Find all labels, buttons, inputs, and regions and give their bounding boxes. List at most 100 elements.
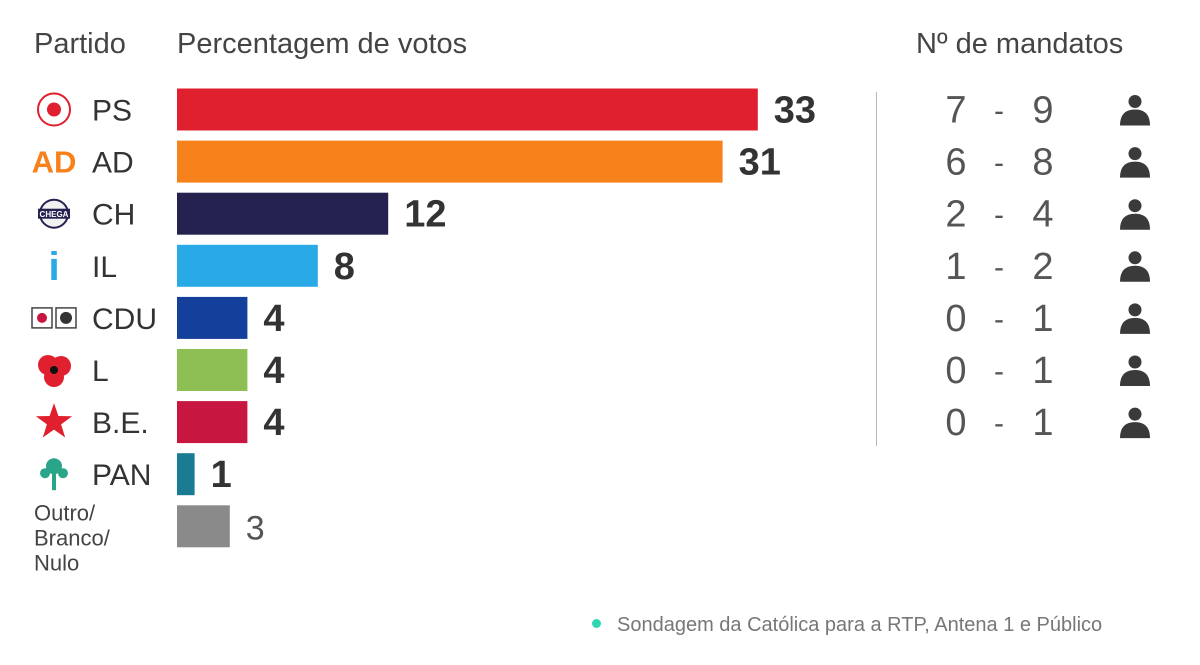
ps-logo (37, 92, 71, 127)
person-icon (1120, 147, 1150, 178)
seats-max-l: 1 (1032, 350, 1053, 392)
seats-dash: - (994, 147, 1004, 180)
cdu-logo-hammer-sickle (37, 312, 47, 323)
cdu-logo (31, 307, 77, 329)
person-icon (1120, 251, 1150, 282)
pan-tree-leaf (40, 468, 50, 479)
party-label-b-e: B.E. (92, 407, 149, 440)
person-icon-body (1120, 317, 1150, 334)
bar-b-e (177, 401, 248, 444)
seats-max-ad: 8 (1032, 142, 1053, 184)
person-icon-body (1120, 213, 1150, 230)
person-icon-head (1128, 199, 1142, 213)
seats-dash: - (994, 355, 1004, 388)
party-label-line: Outro/ (34, 500, 96, 525)
seats-dash: - (994, 251, 1004, 284)
party-label-il: IL (92, 251, 117, 284)
party-label-line: Nulo (34, 550, 79, 575)
person-icon (1120, 407, 1150, 439)
person-icon-head (1128, 355, 1142, 369)
seats-dash: - (994, 95, 1004, 128)
person-icon (1120, 355, 1150, 386)
pan-tree-logo (40, 458, 68, 491)
seats-max-ps: 9 (1032, 90, 1053, 132)
party-label-other: Outro/Branco/Nulo (34, 500, 111, 575)
cdu-logo-sunflower (60, 311, 72, 324)
bar-il (177, 244, 318, 287)
seats-dash: - (994, 199, 1004, 232)
seats-dash: - (994, 407, 1004, 440)
seats-min-cdu: 0 (945, 298, 966, 340)
value-label-ps: 33 (774, 90, 816, 132)
chega-logo: CHEGA (38, 198, 70, 229)
column-divider (876, 92, 877, 446)
pan-tree-crown (46, 458, 62, 475)
value-label-l: 4 (263, 350, 284, 392)
seats-min-l: 0 (945, 350, 966, 392)
seats-max-il: 2 (1032, 246, 1053, 288)
bar-outro-branco-nulo (177, 505, 230, 548)
chega-logo-banner (38, 208, 70, 219)
seats-min-b-e: 0 (945, 402, 966, 444)
ad-logo-text: AD (32, 145, 77, 180)
votes-column-header: Percentagem de votos (177, 28, 468, 60)
person-icon-body (1120, 161, 1150, 178)
value-label-ch: 12 (404, 194, 446, 236)
bar-pan (177, 453, 195, 496)
value-label-pan: 1 (211, 454, 232, 496)
person-icon-head (1128, 303, 1142, 317)
party-label-pan: PAN (92, 459, 151, 492)
ps-logo-fist (47, 102, 61, 117)
person-icon-body (1120, 370, 1150, 386)
person-icon-head (1128, 95, 1142, 108)
seats-column-header: Nº de mandatos (916, 28, 1124, 60)
bar-ps (177, 88, 758, 131)
poppy-center (50, 366, 58, 374)
person-icon-head (1128, 407, 1142, 421)
seats-min-il: 1 (945, 246, 966, 288)
party-column-header: Partido (34, 28, 126, 60)
il-logo: i (48, 245, 59, 289)
party-label-ps: PS (92, 95, 132, 128)
person-icon-head (1128, 251, 1142, 265)
value-label-outro-branco-nulo: 3 (246, 509, 265, 547)
seats-max-b-e: 1 (1032, 402, 1053, 444)
be-star-logo (35, 403, 73, 438)
person-icon (1120, 95, 1150, 126)
party-label-line: Branco/ (34, 525, 111, 550)
person-icon-head (1128, 147, 1142, 161)
bar-ad (177, 140, 723, 183)
livre-poppy-logo (38, 355, 71, 387)
il-logo-text: i (48, 245, 59, 289)
person-icon-body (1120, 109, 1150, 126)
party-label-ch: CH (92, 199, 135, 232)
seats-max-ch: 4 (1032, 194, 1053, 236)
bar-cdu (177, 296, 248, 339)
pan-tree-trunk (52, 472, 56, 491)
ad-logo: AD (32, 145, 77, 180)
seats-min-ch: 2 (945, 194, 966, 236)
party-label-ad: AD (92, 147, 134, 180)
party-label-l: L (92, 355, 109, 388)
value-label-il: 8 (334, 246, 355, 288)
seats-dash: - (994, 303, 1004, 336)
source-note: Sondagem da Católica para a RTP, Antena … (592, 614, 1102, 637)
value-label-b-e: 4 (263, 402, 284, 444)
person-icon-body (1120, 265, 1150, 282)
seats-min-ps: 7 (945, 90, 966, 132)
poppy-petal (44, 367, 64, 387)
bar-ch (177, 192, 389, 235)
source-text: Sondagem da Católica para a RTP, Antena … (617, 614, 1103, 636)
person-icon (1120, 199, 1150, 230)
pan-tree-leaf (58, 468, 68, 479)
seats-max-cdu: 1 (1032, 298, 1053, 340)
bar-l (177, 349, 248, 391)
chega-logo-text: CHEGA (40, 210, 69, 219)
value-label-cdu: 4 (263, 298, 284, 340)
person-icon (1120, 303, 1150, 334)
person-icon-body (1120, 422, 1150, 439)
seats-min-ad: 6 (945, 142, 966, 184)
bullet-dot (592, 619, 601, 629)
be-star-shape (35, 403, 73, 438)
